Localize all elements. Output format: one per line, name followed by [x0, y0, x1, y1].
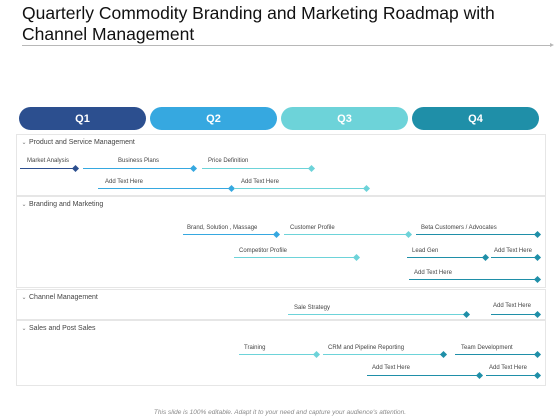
task-bar-crm-pipeline[interactable] — [323, 350, 448, 358]
task-label-market-analysis: Market Analysis — [27, 158, 70, 164]
task-label-price-definition: Price Definition — [208, 158, 249, 164]
task-label-add-text-4: Add Text Here — [414, 270, 452, 276]
chevron-down-icon: ⌄ — [21, 325, 27, 332]
footer-note: This slide is 100% editable. Adapt it to… — [153, 409, 407, 416]
quarter-label: Q3 — [337, 112, 352, 125]
section-header-sales[interactable]: ⌄ Sales and Post Sales — [16, 321, 544, 335]
task-label-add-text-2: Add Text Here — [241, 179, 279, 185]
task-bar-add-text-6[interactable] — [367, 371, 484, 379]
task-bar-business-plans[interactable] — [83, 164, 198, 172]
quarter-label: Q4 — [468, 112, 483, 125]
quarter-q3: Q3 — [281, 107, 408, 130]
task-bar-training[interactable] — [239, 350, 321, 358]
chevron-down-icon: ⌄ — [21, 294, 27, 301]
task-label-add-text-7: Add Text Here — [489, 365, 527, 371]
section-label: Product and Service Management — [29, 138, 135, 146]
task-bar-add-text-7[interactable] — [486, 371, 542, 379]
section-header-branding[interactable]: ⌄ Branding and Marketing — [16, 197, 544, 211]
quarter-label: Q2 — [206, 112, 221, 125]
section-product-box — [16, 134, 546, 196]
section-header-channel[interactable]: ⌄ Channel Management — [16, 290, 544, 304]
task-label-beta-customers: Beta Customers / Advocates — [421, 225, 497, 231]
task-bar-add-text-2[interactable] — [234, 184, 371, 192]
quarter-q4: Q4 — [412, 107, 539, 130]
task-label-add-text-5: Add Text Here — [493, 303, 531, 309]
quarter-q1: Q1 — [19, 107, 146, 130]
task-label-competitor-profile: Competitor Profile — [239, 248, 288, 254]
task-label-lead-gen: Lead Gen — [412, 248, 439, 254]
task-label-add-text-3: Add Text Here — [494, 248, 532, 254]
task-label-sale-strategy: Sale Strategy — [294, 305, 331, 311]
task-bar-sale-strategy[interactable] — [288, 310, 471, 318]
section-branding-box — [16, 196, 546, 288]
task-bar-beta-customers[interactable] — [416, 230, 542, 238]
page-title: Quarterly Commodity Branding and Marketi… — [22, 3, 495, 44]
task-label-brand-solution: Brand, Solution , Massage — [187, 225, 258, 231]
task-label-team-development: Team Development — [461, 345, 513, 351]
task-bar-competitor-profile[interactable] — [234, 253, 361, 261]
chevron-down-icon: ⌄ — [21, 139, 27, 146]
section-label: Channel Management — [29, 293, 98, 301]
task-bar-customer-profile[interactable] — [284, 230, 413, 238]
task-bar-add-text-5[interactable] — [491, 310, 542, 318]
chevron-down-icon: ⌄ — [21, 201, 27, 208]
task-label-add-text-1: Add Text Here — [105, 179, 143, 185]
task-label-add-text-6: Add Text Here — [372, 365, 410, 371]
task-label-business-plans: Business Plans — [118, 158, 160, 164]
task-bar-add-text-4[interactable] — [409, 275, 542, 283]
task-bar-price-definition[interactable] — [202, 164, 316, 172]
task-label-customer-profile: Customer Profile — [290, 225, 335, 231]
task-bar-market-analysis[interactable] — [20, 164, 80, 172]
section-header-product[interactable]: ⌄ Product and Service Management — [16, 135, 544, 149]
task-label-training: Training — [244, 345, 266, 351]
task-bar-team-development[interactable] — [455, 350, 542, 358]
task-bar-brand-solution[interactable] — [183, 230, 281, 238]
task-label-crm-pipeline: CRM and Pipeline Reporting — [328, 345, 405, 351]
title-divider — [22, 43, 554, 47]
task-bar-add-text-1[interactable] — [98, 184, 236, 192]
section-label: Sales and Post Sales — [29, 324, 96, 332]
task-bar-lead-gen[interactable] — [407, 253, 490, 261]
quarter-label: Q1 — [75, 112, 90, 125]
task-bar-add-text-3[interactable] — [491, 253, 542, 261]
section-label: Branding and Marketing — [29, 200, 104, 208]
quarter-q2: Q2 — [150, 107, 277, 130]
